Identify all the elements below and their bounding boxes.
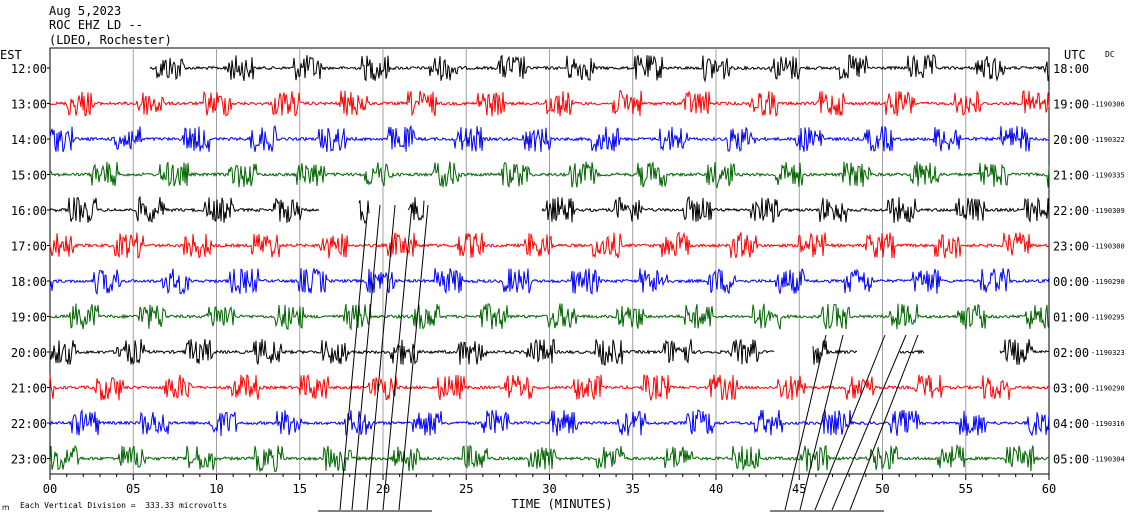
trace-1500 xyxy=(49,160,1050,189)
dc-offset-label: -1190309 xyxy=(1091,207,1125,215)
trace-2300 xyxy=(49,443,1049,473)
utc-label: 21:00 xyxy=(1053,169,1089,183)
quake-arrival-line xyxy=(831,334,907,511)
x-tick-label: 50 xyxy=(875,482,889,496)
trace-1800 xyxy=(49,268,1050,296)
x-axis-label: TIME (MINUTES) xyxy=(511,497,612,511)
est-label: 18:00 xyxy=(11,275,47,289)
trace-2200 xyxy=(49,408,1050,437)
est-label: 15:00 xyxy=(11,169,47,183)
est-label: 13:00 xyxy=(11,98,47,112)
x-tick-label: 35 xyxy=(626,482,640,496)
utc-label: 01:00 xyxy=(1053,311,1089,325)
quake-arrival-line xyxy=(784,334,827,511)
x-tick-label: 05 xyxy=(126,482,140,496)
right-axis-title: UTC xyxy=(1064,48,1086,62)
utc-label: 18:00 xyxy=(1053,62,1089,76)
dc-offset-label: -1190300 xyxy=(1091,243,1125,251)
dc-offset-label: -1190295 xyxy=(1091,314,1125,322)
est-label: 16:00 xyxy=(11,204,47,218)
utc-label: 22:00 xyxy=(1053,204,1089,218)
corner-mark: ꭑ xyxy=(2,503,10,512)
utc-label: 20:00 xyxy=(1053,133,1089,147)
quake-arrival-line xyxy=(366,204,396,511)
trace-2000 xyxy=(49,338,1050,366)
quake-arrival-line xyxy=(398,204,429,511)
utc-label: 19:00 xyxy=(1053,98,1089,112)
header-network: (LDEO, Rochester) xyxy=(49,33,172,47)
dc-label: DC xyxy=(1105,50,1115,59)
trace-1200 xyxy=(149,54,1050,83)
utc-label: 02:00 xyxy=(1053,346,1089,360)
dc-offset-label: -1190323 xyxy=(1091,349,1125,357)
utc-label: 00:00 xyxy=(1053,275,1089,289)
quake-arrival-line xyxy=(339,204,369,511)
est-label: 12:00 xyxy=(11,62,47,76)
est-label: 23:00 xyxy=(11,453,47,467)
quake-arrival-line xyxy=(814,334,886,511)
quake-arrival-line xyxy=(849,334,919,511)
x-tick-label: 20 xyxy=(376,482,390,496)
utc-label: 04:00 xyxy=(1053,417,1089,431)
trace-1600 xyxy=(49,195,1050,225)
dc-offset-label: -1190322 xyxy=(1091,136,1125,144)
dc-offset-label: -1190290 xyxy=(1091,278,1125,286)
dc-offset-label: -1190304 xyxy=(1091,456,1125,464)
est-label: 17:00 xyxy=(11,240,47,254)
est-label: 19:00 xyxy=(11,311,47,325)
quake-arrival-line xyxy=(382,204,413,511)
quake-arrival-line xyxy=(799,334,844,511)
utc-label: 03:00 xyxy=(1053,382,1089,396)
dc-offset-label: -1190316 xyxy=(1091,420,1125,428)
x-tick-label: 25 xyxy=(459,482,473,496)
left-axis-title: EST xyxy=(0,48,22,62)
scale-note: Each Vertical Division = 333.33 microvol… xyxy=(20,501,228,510)
trace-2100 xyxy=(49,373,1050,401)
est-label: 21:00 xyxy=(11,382,47,396)
x-tick-label: 15 xyxy=(293,482,307,496)
trace-1400 xyxy=(49,124,1050,153)
x-tick-label: 55 xyxy=(959,482,973,496)
header-date: Aug 5,2023 xyxy=(49,4,122,18)
x-tick-label: 60 xyxy=(1042,482,1056,496)
x-tick-label: 45 xyxy=(792,482,806,496)
x-tick-label: 40 xyxy=(709,482,723,496)
x-tick-label: 00 xyxy=(43,482,57,496)
utc-label: 05:00 xyxy=(1053,453,1089,467)
x-tick-label: 10 xyxy=(209,482,223,496)
dc-offset-label: -1190335 xyxy=(1091,172,1125,180)
trace-1300 xyxy=(50,89,1050,117)
trace-1700 xyxy=(49,231,1050,259)
header-station: ROC EHZ LD -- xyxy=(49,18,143,32)
est-label: 20:00 xyxy=(11,346,47,360)
quake-arrival-line xyxy=(351,204,381,511)
trace-1900 xyxy=(49,303,1050,331)
dc-offset-label: -1190290 xyxy=(1091,385,1125,393)
dc-offset-label: -1190306 xyxy=(1091,101,1125,109)
est-label: 22:00 xyxy=(11,417,47,431)
x-tick-label: 30 xyxy=(542,482,556,496)
utc-label: 23:00 xyxy=(1053,240,1089,254)
est-label: 14:00 xyxy=(11,133,47,147)
